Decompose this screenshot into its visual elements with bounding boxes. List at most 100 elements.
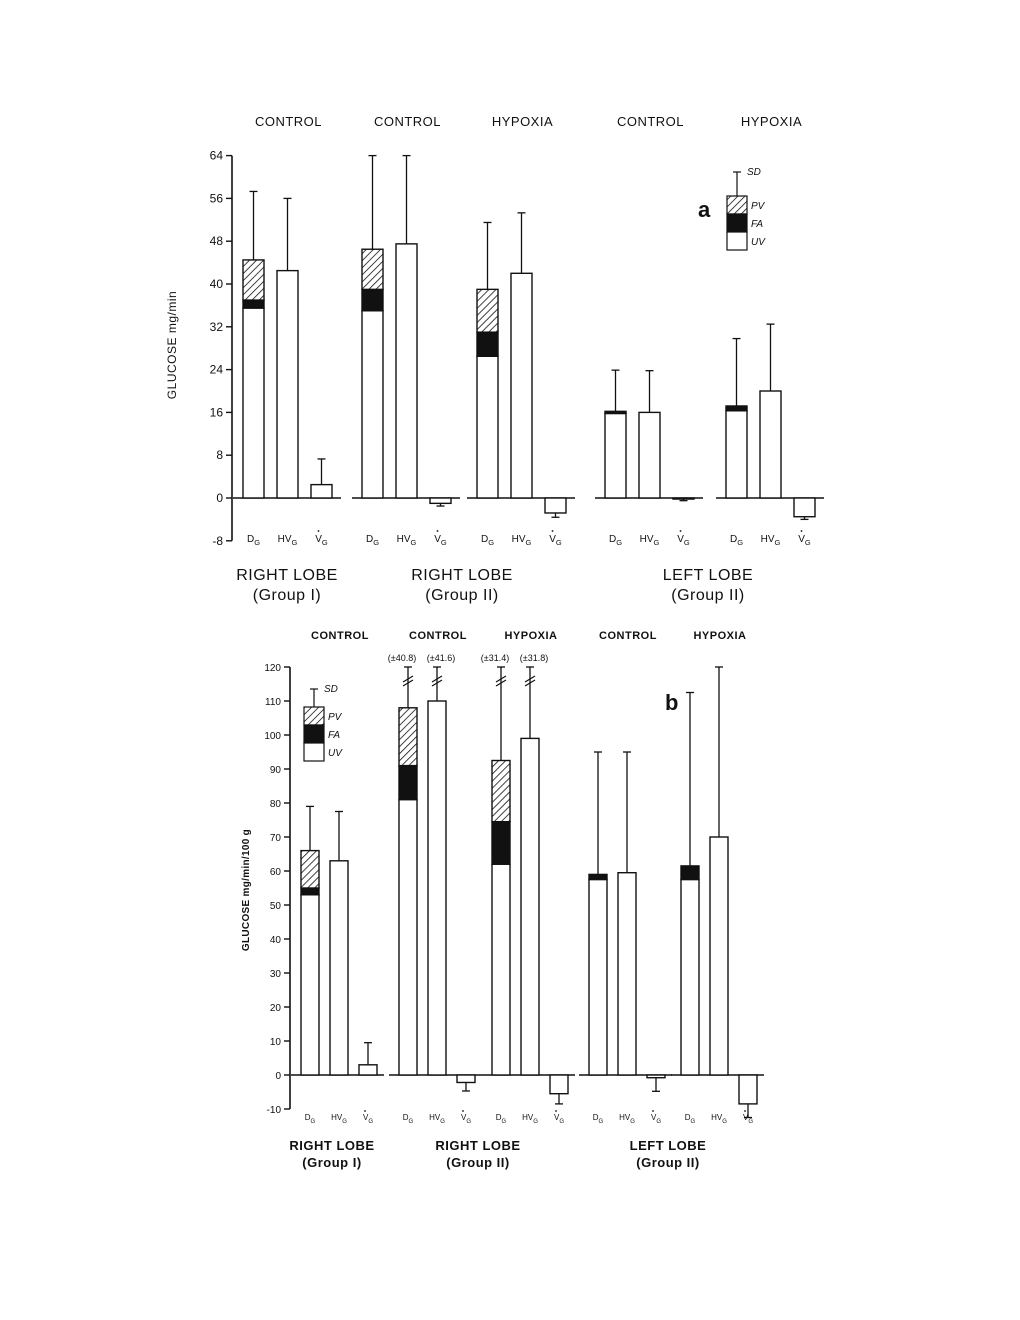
bar-category-label: VG <box>554 1113 564 1125</box>
condition-label: CONTROL <box>374 114 441 129</box>
group-label: (Group II) <box>446 1155 510 1170</box>
y-axis-label: GLUCOSE mg/min <box>165 291 179 399</box>
y-tick-label: 100 <box>264 731 281 742</box>
y-tick-label: 60 <box>270 867 282 878</box>
whisker-break-mark <box>524 675 536 683</box>
y-tick-label: 20 <box>270 1003 282 1014</box>
bar <box>544 497 567 514</box>
y-tick-label: 8 <box>216 448 223 462</box>
bar-category-label: DG <box>366 534 379 547</box>
bar <box>429 497 452 505</box>
whisker-break-mark <box>402 675 414 683</box>
bar-segment-fa <box>604 410 627 415</box>
bar <box>759 390 782 499</box>
bar-category-label: VG <box>461 1113 471 1125</box>
bar <box>427 700 447 1076</box>
legend-swatch-uv <box>726 231 748 251</box>
legend-swatch-pv <box>303 706 325 726</box>
bar <box>709 836 729 1076</box>
vg-dot-accent <box>462 1110 464 1112</box>
lobe-label: RIGHT LOBE <box>289 1138 374 1153</box>
vg-dot-accent <box>317 530 320 532</box>
bar <box>617 872 637 1076</box>
bar-category-label: DG <box>481 534 494 547</box>
bar-category-label: HVG <box>397 534 417 547</box>
bar-segment-fa <box>242 299 265 309</box>
bar <box>358 1064 378 1076</box>
bar <box>510 272 533 499</box>
bar-category-label: VG <box>798 534 811 547</box>
lobe-label: RIGHT LOBE <box>236 567 338 584</box>
bar-category-label: DG <box>685 1113 696 1125</box>
y-tick-label: 0 <box>216 491 223 505</box>
bar <box>646 1074 666 1079</box>
lobe-label: RIGHT LOBE <box>435 1138 520 1153</box>
y-tick-label: -10 <box>267 1105 282 1116</box>
bar-segment-fa <box>491 821 511 865</box>
whisker-break-mark <box>495 675 507 683</box>
bar-segment-fa <box>300 887 320 896</box>
legend-swatch-fa <box>303 724 325 744</box>
bar-category-label: VG <box>651 1113 661 1125</box>
y-tick-label: 32 <box>210 320 224 334</box>
bar <box>395 243 418 499</box>
condition-label: CONTROL <box>599 630 657 642</box>
bar-segment-fa <box>725 405 748 412</box>
bar-category-label: HVG <box>522 1113 538 1125</box>
group-label: (Group II) <box>671 587 744 604</box>
legend-swatch-uv <box>303 742 325 762</box>
bar-category-label: VG <box>549 534 562 547</box>
legend-sd-label: SD <box>747 167 761 178</box>
y-tick-label: 50 <box>270 901 282 912</box>
bar-segment-uv <box>300 894 320 1076</box>
bar-segment-uv <box>476 355 499 499</box>
group-label: (Group II) <box>425 587 498 604</box>
bar-segment-uv <box>680 878 700 1076</box>
condition-label: HYPOXIA <box>693 630 746 642</box>
legend-label-fa: FA <box>328 730 340 741</box>
legend-label-pv: PV <box>328 712 343 723</box>
bar-category-label: DG <box>247 534 260 547</box>
bar-segment-uv <box>491 863 511 1076</box>
legend-label-uv: UV <box>328 748 343 759</box>
bar <box>329 860 349 1076</box>
bar-category-label: DG <box>593 1113 604 1125</box>
y-tick-label: 40 <box>270 935 282 946</box>
y-axis-label: GLUCOSE mg/min/100 g <box>241 829 252 951</box>
bar-segment-pv <box>361 248 384 291</box>
vg-dot-accent <box>652 1110 654 1112</box>
bar-segment-pv <box>398 707 418 767</box>
bar-segment-pv <box>476 288 499 333</box>
y-tick-label: -8 <box>212 534 223 548</box>
bar-category-label: HVG <box>278 534 298 547</box>
bar <box>456 1074 476 1084</box>
bar-segment-uv <box>361 310 384 499</box>
bar-category-label: DG <box>403 1113 414 1125</box>
y-tick-label: 40 <box>210 277 224 291</box>
bar <box>276 269 299 499</box>
bar-category-label: VG <box>363 1113 373 1125</box>
whisker-break-mark <box>431 679 443 687</box>
y-tick-label: 16 <box>210 405 224 419</box>
whisker-break-mark <box>402 679 414 687</box>
legend-sd-label: SD <box>324 684 338 695</box>
panel-letter: a <box>698 197 711 222</box>
condition-label: HYPOXIA <box>741 114 802 129</box>
y-tick-label: 30 <box>270 969 282 980</box>
vg-dot-accent <box>679 530 682 532</box>
bar <box>738 1074 758 1105</box>
bar-category-label: HVG <box>512 534 532 547</box>
bar <box>310 483 333 499</box>
y-tick-label: 120 <box>264 663 281 674</box>
bar <box>638 411 661 499</box>
sd-value-annotation: (±31.4) <box>481 653 509 663</box>
group-label: (Group I) <box>253 587 322 604</box>
condition-label: CONTROL <box>409 630 467 642</box>
bar-segment-pv <box>300 849 320 889</box>
legend-label-fa: FA <box>751 219 763 230</box>
condition-label: CONTROL <box>255 114 322 129</box>
group-label: (Group II) <box>636 1155 700 1170</box>
whisker-break-mark <box>524 679 536 687</box>
bar-segment-fa <box>680 865 700 881</box>
legend-swatch-fa <box>726 213 748 233</box>
